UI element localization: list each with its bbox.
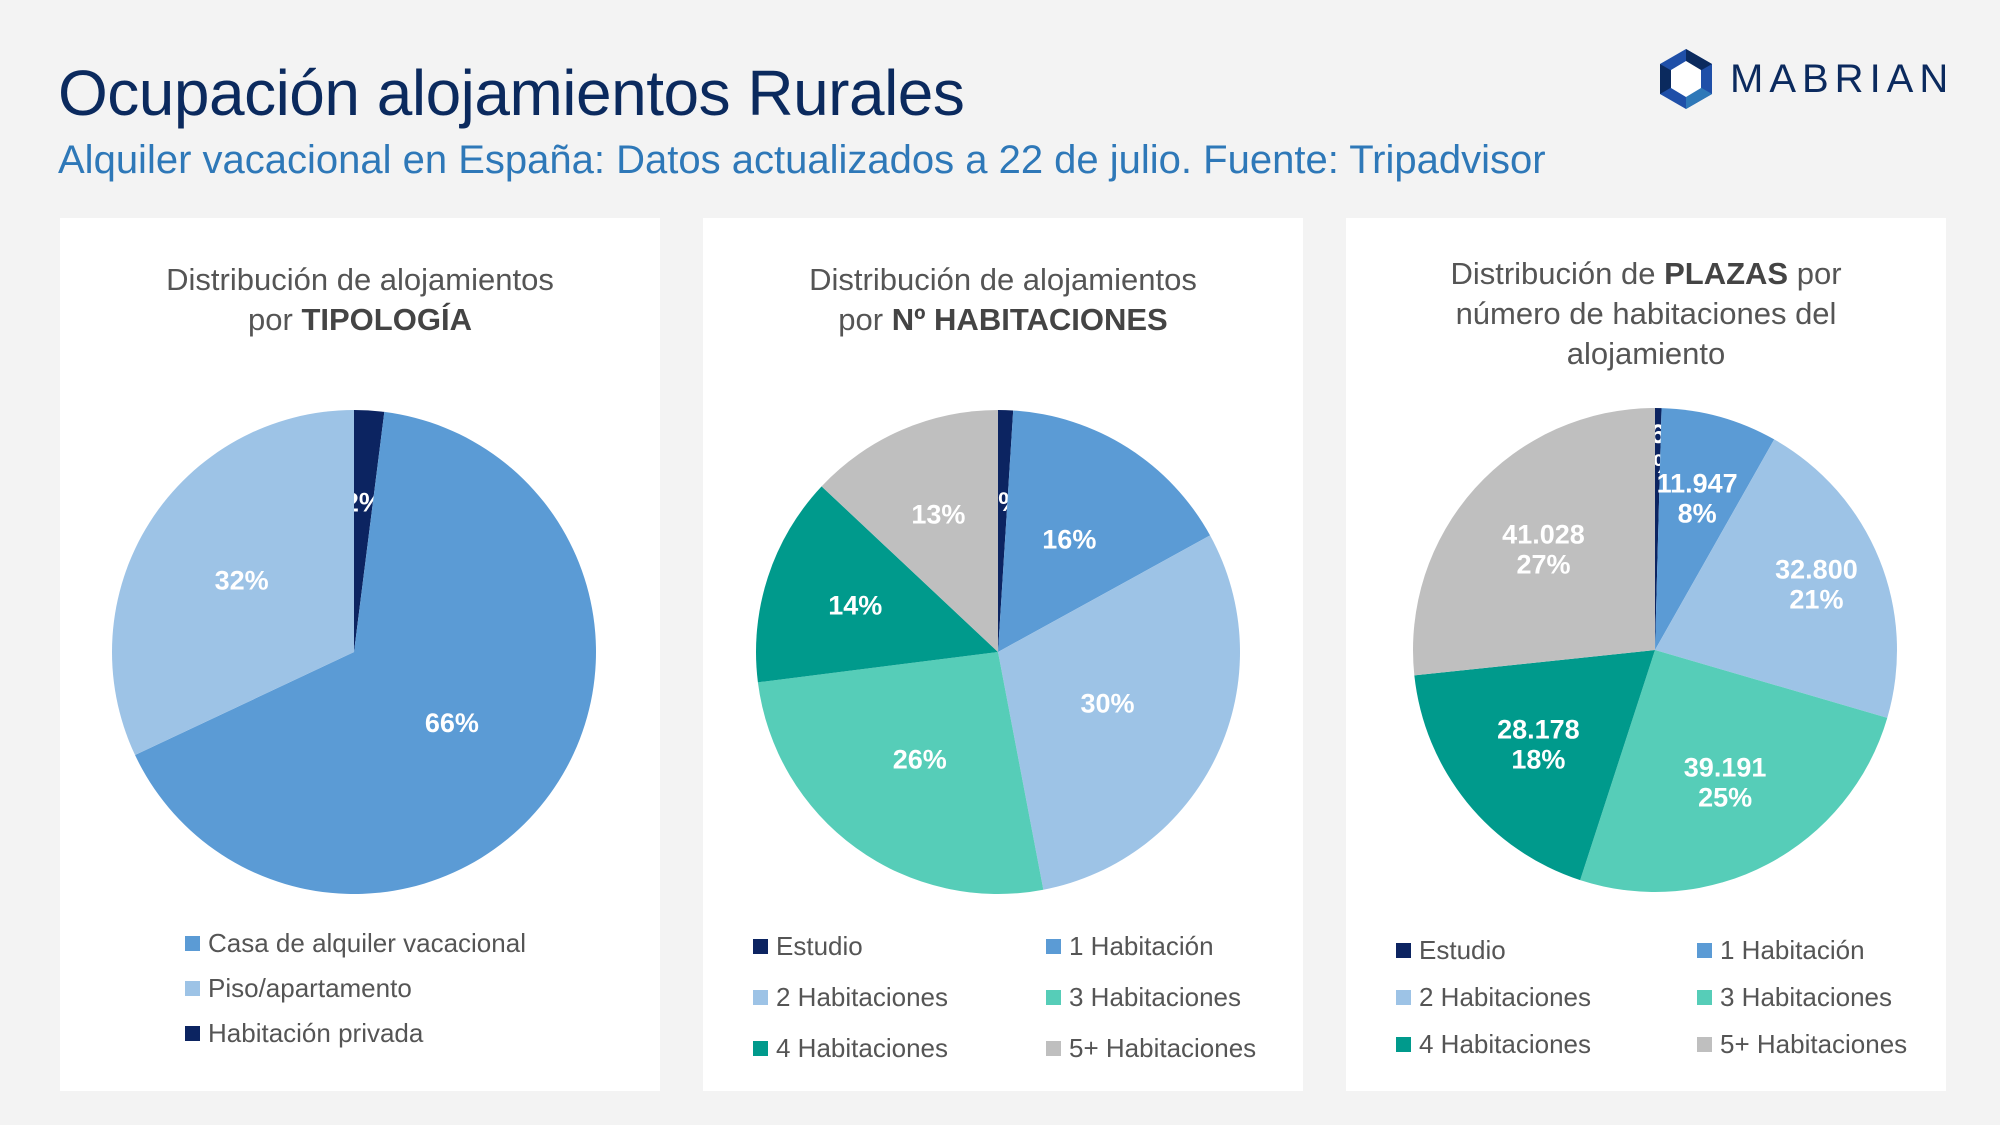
legend-label: 2 Habitaciones — [1419, 982, 1591, 1012]
legend-swatch — [1697, 1037, 1712, 1052]
pie-chart-plazas: 663 1%11.947 8%32.800 21%39.191 25%28.178 18%… — [1413, 408, 1897, 892]
pie-slice-casa-de-alquiler-vacacional — [135, 411, 596, 894]
data-label: 14% — [828, 591, 882, 621]
legend-label: 3 Habitaciones — [1720, 982, 1892, 1012]
legend-item: 4 Habitaciones — [753, 1033, 948, 1064]
chart-title: Distribución de PLAZAS por número de hab… — [1366, 254, 1926, 374]
legend-swatch — [1697, 990, 1712, 1005]
pie-slice-4-habitaciones — [756, 486, 998, 683]
data-label: 66% — [425, 708, 479, 738]
legend-label: 3 Habitaciones — [1069, 982, 1241, 1012]
chart-title-post: por — [1788, 256, 1842, 291]
legend-label: Habitación privada — [208, 1018, 424, 1048]
legend-item: Habitación privada — [185, 1018, 423, 1049]
page-subtitle: Alquiler vacacional en España: Datos act… — [58, 138, 1546, 182]
mabrian-logo-icon — [1660, 49, 1712, 109]
chart-title-bold: Nº HABITACIONES — [891, 302, 1168, 337]
legend-label: Estudio — [1419, 935, 1506, 965]
pie-slice-5-habitaciones — [821, 410, 998, 652]
pie-slice-1-habitaci-n — [998, 410, 1211, 652]
legend-label: Estudio — [776, 931, 863, 961]
pie-slice-habitaci-n-privada — [354, 410, 385, 652]
logo-text: MABRIAN — [1730, 56, 1955, 101]
legend-swatch — [1046, 939, 1061, 954]
legend-swatch — [1396, 990, 1411, 1005]
legend-swatch — [1396, 943, 1411, 958]
data-label: 30% — [1080, 689, 1134, 719]
pie-slice-4-habitaciones — [1414, 650, 1655, 881]
legend-label: 5+ Habitaciones — [1720, 1029, 1908, 1059]
legend-item: 3 Habitaciones — [1697, 982, 1892, 1013]
pie-chart-habitaciones: 1%16%30%26%14%13% — [756, 410, 1240, 894]
legend-label: 4 Habitaciones — [776, 1033, 948, 1063]
legend-item: 5+ Habitaciones — [1046, 1033, 1256, 1064]
legend-label: Casa de alquiler vacacional — [208, 928, 526, 958]
chart-title-line1: Distribución de alojamientos — [166, 262, 554, 297]
mabrian-logo: MABRIAN — [1656, 44, 1948, 114]
legend-item: Casa de alquiler vacacional — [185, 928, 526, 959]
legend-swatch — [1046, 1041, 1061, 1056]
chart-title-line2: número de habitaciones del — [1455, 296, 1837, 331]
data-label: 32% — [215, 566, 269, 596]
legend-swatch — [753, 990, 768, 1005]
legend-label: 5+ Habitaciones — [1069, 1033, 1257, 1063]
page-title: Ocupación alojamientos Rurales — [58, 57, 965, 129]
chart-title-line1: Distribución de alojamientos — [809, 262, 1197, 297]
legend-item: 2 Habitaciones — [753, 982, 948, 1013]
legend-swatch — [753, 939, 768, 954]
chart-title: Distribución de alojamientos por Nº HABI… — [723, 260, 1283, 340]
legend-swatch — [185, 1026, 200, 1041]
chart-title-pre: por — [248, 302, 302, 337]
legend-swatch — [185, 936, 200, 951]
legend-label: 1 Habitación — [1720, 935, 1865, 965]
legend-label: Piso/apartamento — [208, 973, 412, 1003]
data-label: 16% — [1042, 525, 1096, 555]
pie-slice-2-habitaciones — [998, 535, 1240, 890]
legend-item: 2 Habitaciones — [1396, 982, 1591, 1013]
data-label: 26% — [893, 745, 947, 775]
chart-panel-plazas: Distribución de PLAZAS por número de hab… — [1346, 218, 1946, 1091]
data-label: 39.191 25% — [1684, 753, 1767, 813]
legend-label: 2 Habitaciones — [776, 982, 948, 1012]
legend-swatch — [185, 981, 200, 996]
legend-item: Estudio — [753, 931, 863, 962]
chart-title-line3: alojamiento — [1566, 336, 1726, 371]
data-label: 13% — [911, 499, 965, 529]
legend-item: 1 Habitación — [1046, 931, 1214, 962]
legend-swatch — [753, 1041, 768, 1056]
pie-slice-1-habitaci-n — [1655, 408, 1775, 650]
legend-swatch — [1697, 943, 1712, 958]
legend-item: Piso/apartamento — [185, 973, 412, 1004]
chart-panel-tipologia: Distribución de alojamientos por TIPOLOG… — [60, 218, 660, 1091]
data-label: 11.947 8% — [1657, 468, 1738, 528]
data-label: 28.178 18% — [1497, 714, 1580, 774]
legend-label: 1 Habitación — [1069, 931, 1214, 961]
legend-item: 3 Habitaciones — [1046, 982, 1241, 1013]
data-label: 32.800 21% — [1775, 554, 1858, 614]
pie-slice-2-habitaciones — [1655, 439, 1897, 718]
chart-title-pre: por — [838, 302, 892, 337]
chart-title-bold: PLAZAS — [1664, 256, 1789, 291]
legend-swatch — [1396, 1037, 1411, 1052]
legend-swatch — [1046, 990, 1061, 1005]
legend-item: 1 Habitación — [1697, 935, 1865, 966]
pie-chart-tipologia: 2%66%32% — [112, 410, 596, 894]
chart-title-bold: TIPOLOGÍA — [301, 302, 472, 337]
pie-slice-5-habitaciones — [1413, 408, 1655, 676]
pie-slice-piso-apartamento — [112, 410, 354, 756]
pie-slice-estudio — [998, 410, 1014, 652]
pie-slice-estudio — [1655, 408, 1662, 650]
legend-label: 4 Habitaciones — [1419, 1029, 1591, 1059]
chart-title-pre: Distribución de — [1450, 256, 1665, 291]
legend-item: 5+ Habitaciones — [1697, 1029, 1907, 1060]
chart-panel-habitaciones: Distribución de alojamientos por Nº HABI… — [703, 218, 1303, 1091]
chart-title: Distribución de alojamientos por TIPOLOG… — [80, 260, 640, 340]
legend-item: Estudio — [1396, 935, 1506, 966]
pie-slice-3-habitaciones — [757, 652, 1044, 894]
pie-slice-3-habitaciones — [1580, 650, 1888, 892]
legend-item: 4 Habitaciones — [1396, 1029, 1591, 1060]
data-label: 41.028 27% — [1502, 520, 1585, 580]
